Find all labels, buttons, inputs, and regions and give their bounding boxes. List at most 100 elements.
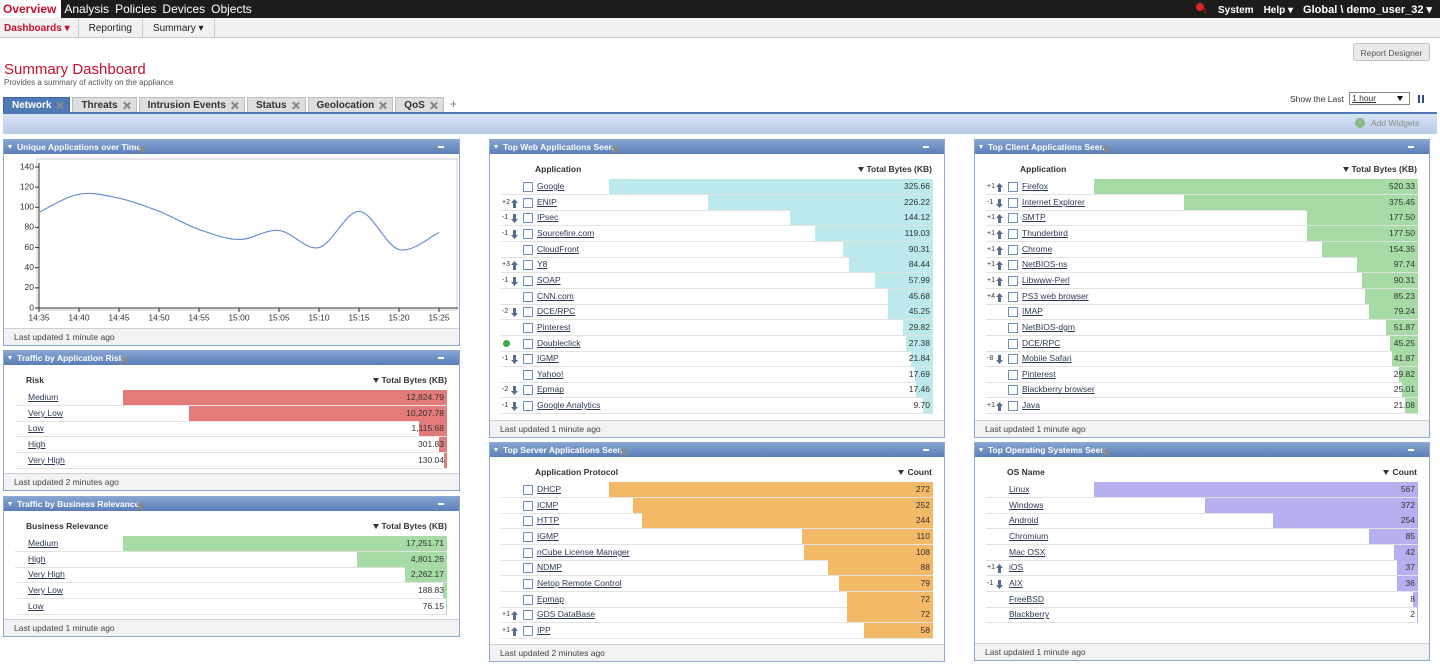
row-checkbox[interactable] xyxy=(523,197,533,208)
row-checkbox[interactable] xyxy=(1008,228,1018,239)
tab-close[interactable] xyxy=(379,102,386,109)
row-checkbox[interactable] xyxy=(1008,197,1018,208)
row-checkbox[interactable] xyxy=(523,594,533,605)
row-checkbox[interactable] xyxy=(523,275,533,286)
row-name[interactable]: Libwww-Perl xyxy=(1022,274,1070,285)
tab-close[interactable] xyxy=(231,102,238,109)
row-name[interactable]: Pinterest xyxy=(1022,368,1056,379)
tab-close[interactable] xyxy=(123,102,130,109)
tab-close[interactable] xyxy=(430,102,437,109)
row-name[interactable]: Blackberry browser xyxy=(1022,384,1095,395)
row-checkbox[interactable] xyxy=(523,625,533,636)
row-name[interactable]: Medium xyxy=(28,538,59,548)
row-name[interactable]: DHCP xyxy=(537,484,562,494)
row-checkbox[interactable] xyxy=(523,401,533,412)
row-name[interactable]: Medium xyxy=(28,392,59,402)
row-checkbox[interactable] xyxy=(1008,385,1018,396)
row-checkbox[interactable] xyxy=(523,369,533,380)
row-checkbox[interactable] xyxy=(523,307,533,318)
row-name[interactable]: IGMP xyxy=(537,353,559,364)
tab-close[interactable] xyxy=(56,102,63,109)
row-checkbox[interactable] xyxy=(1008,338,1018,349)
pause-button[interactable] xyxy=(1418,95,1424,103)
row-checkbox[interactable] xyxy=(523,182,533,192)
row-checkbox[interactable] xyxy=(523,228,533,239)
close-button[interactable] xyxy=(138,146,145,153)
row-checkbox[interactable] xyxy=(523,338,533,349)
row-checkbox[interactable] xyxy=(523,385,533,396)
row-name[interactable]: IMAP xyxy=(1022,306,1043,317)
row-name[interactable]: IPP xyxy=(537,624,551,635)
minimize-button[interactable] xyxy=(438,503,444,505)
row-name[interactable]: Epmap xyxy=(537,593,564,604)
row-name[interactable]: SOAP xyxy=(537,274,561,285)
nav-item[interactable]: Policies xyxy=(115,2,157,16)
row-checkbox[interactable] xyxy=(1008,244,1018,255)
add-tab[interactable]: + xyxy=(449,97,457,111)
row-checkbox[interactable] xyxy=(523,244,533,255)
row-name[interactable]: Yahoo! xyxy=(537,368,564,379)
row-name[interactable]: GDS DataBase xyxy=(537,609,596,620)
row-checkbox[interactable] xyxy=(523,531,533,542)
row-checkbox[interactable] xyxy=(523,260,533,271)
row-name[interactable]: Internet Explorer xyxy=(1022,196,1085,207)
row-name[interactable]: Google xyxy=(537,181,565,191)
row-checkbox[interactable] xyxy=(523,563,533,574)
row-name[interactable]: iOS xyxy=(1009,562,1024,573)
row-checkbox[interactable] xyxy=(1008,401,1018,412)
row-name[interactable]: Very High xyxy=(28,569,65,580)
row-name[interactable]: Chromium xyxy=(1009,530,1049,541)
row-name[interactable]: CNN.com xyxy=(537,290,574,301)
row-checkbox[interactable] xyxy=(1008,369,1018,380)
row-name[interactable]: Netop Remote Control xyxy=(537,577,622,588)
minimize-button[interactable] xyxy=(923,146,929,148)
alert-icon[interactable] xyxy=(1196,3,1204,11)
row-checkbox[interactable] xyxy=(523,322,533,333)
row-name[interactable]: ICMP xyxy=(537,499,559,510)
row-name[interactable]: Very High xyxy=(28,454,65,465)
row-name[interactable]: Blackberry xyxy=(1009,609,1050,620)
row-name[interactable]: Windows xyxy=(1009,499,1044,510)
row-checkbox[interactable] xyxy=(1008,307,1018,318)
collapse-caret[interactable] xyxy=(979,145,983,149)
minimize-button[interactable] xyxy=(923,449,929,451)
row-checkbox[interactable] xyxy=(523,610,533,621)
row-checkbox[interactable] xyxy=(1008,322,1018,333)
add-widgets-label[interactable]: Add Widgets xyxy=(1371,118,1420,128)
collapse-caret[interactable] xyxy=(494,448,498,452)
row-name[interactable]: Mobile Safari xyxy=(1022,353,1072,364)
row-name[interactable]: FreeBSD xyxy=(1009,593,1044,604)
row-checkbox[interactable] xyxy=(1008,182,1018,192)
row-name[interactable]: Linux xyxy=(1009,484,1030,494)
row-name[interactable]: HTTP xyxy=(537,515,560,526)
row-name[interactable]: DCE/RPC xyxy=(537,306,576,317)
add-widgets-icon[interactable] xyxy=(1355,118,1365,128)
row-name[interactable]: Thunderbird xyxy=(1022,227,1068,238)
row-name[interactable]: CloudFront xyxy=(537,243,580,254)
column-header[interactable]: Count xyxy=(898,467,932,477)
sub-nav-item[interactable]: Dashboards ▾ xyxy=(0,19,79,38)
row-name[interactable]: High xyxy=(28,553,46,564)
row-checkbox[interactable] xyxy=(1008,275,1018,286)
row-name[interactable]: IGMP xyxy=(537,530,559,541)
row-name[interactable]: Doubleclick xyxy=(537,337,581,348)
row-name[interactable]: IPsec xyxy=(537,212,559,223)
row-name[interactable]: SMTP xyxy=(1022,212,1046,223)
row-checkbox[interactable] xyxy=(523,213,533,224)
row-name[interactable]: ENIP xyxy=(537,196,557,207)
tab-close[interactable] xyxy=(292,102,299,109)
column-header[interactable]: Total Bytes (KB) xyxy=(1342,164,1417,174)
collapse-caret[interactable] xyxy=(8,145,12,149)
row-name[interactable]: NetBIOS-dgm xyxy=(1022,321,1075,332)
row-checkbox[interactable] xyxy=(523,291,533,302)
row-name[interactable]: NDMP xyxy=(537,562,563,573)
close-button[interactable] xyxy=(1102,146,1109,153)
nav-item[interactable]: Overview xyxy=(0,0,62,18)
row-checkbox[interactable] xyxy=(1008,354,1018,365)
row-checkbox[interactable] xyxy=(523,485,533,495)
row-checkbox[interactable] xyxy=(523,547,533,558)
row-name[interactable]: nCube License Manager xyxy=(537,546,630,557)
row-checkbox[interactable] xyxy=(523,500,533,511)
row-name[interactable]: High xyxy=(28,438,46,449)
nav-right-item[interactable]: Global \ demo_user_32 ▾ xyxy=(1303,4,1433,16)
